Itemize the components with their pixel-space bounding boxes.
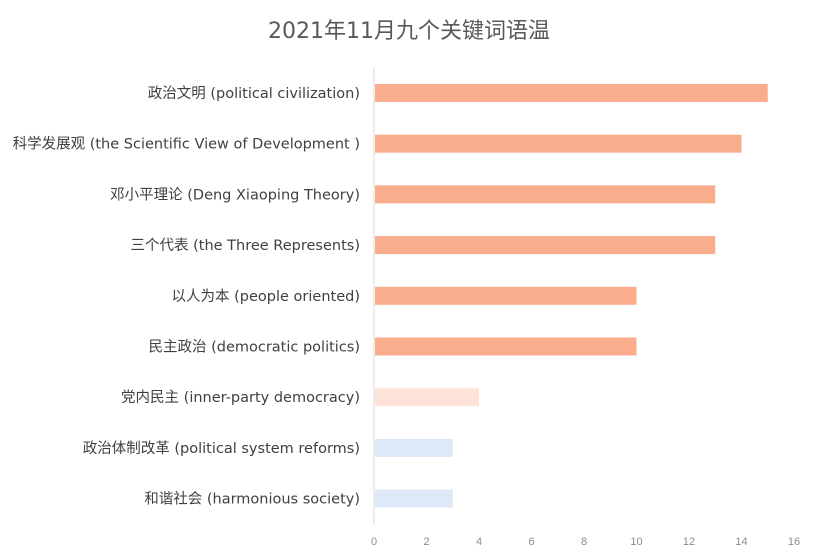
x-tick-label: 14 [735, 536, 747, 548]
x-tick-label: 12 [683, 536, 695, 548]
bar [375, 337, 637, 356]
bar [375, 388, 479, 407]
bar [375, 236, 716, 255]
category-label: 和谐社会 (harmonious society) [144, 491, 360, 508]
category-label: 科学发展观 (the Scientific View of Developmen… [13, 136, 360, 153]
bar [375, 185, 716, 204]
category-label: 政治文明 (political civilization) [148, 85, 360, 102]
bar [375, 489, 453, 508]
category-label: 以人为本 (people oriented) [172, 288, 360, 305]
x-tick-label: 2 [423, 536, 429, 548]
category-label: 三个代表 (the Three Represents) [131, 237, 361, 254]
x-tick-labels-group: 0 2 4 6 8 10 12 14 16 [371, 536, 800, 548]
bar [375, 84, 768, 102]
category-label: 党内民主 (inner-party democracy) [121, 389, 360, 406]
bar [375, 286, 637, 305]
chart-title: 2021年11月九个关键词语温 [268, 19, 550, 44]
category-labels-group: 政治文明 (political civilization) 科学发展观 (the … [13, 85, 360, 508]
category-label: 政治体制改革 (political system reforms) [83, 440, 360, 457]
x-tick-label: 10 [630, 536, 642, 548]
bars-group [375, 84, 768, 508]
x-tick-label: 16 [788, 536, 800, 548]
x-tick-label: 0 [371, 536, 377, 548]
x-tick-label: 6 [528, 536, 534, 548]
x-tick-label: 8 [581, 536, 587, 548]
x-tick-label: 4 [476, 536, 482, 548]
category-label: 邓小平理论 (Deng Xiaoping Theory) [110, 186, 360, 203]
category-label: 民主政治 (democratic politics) [148, 339, 360, 356]
bar [375, 438, 453, 457]
bar [375, 134, 742, 153]
